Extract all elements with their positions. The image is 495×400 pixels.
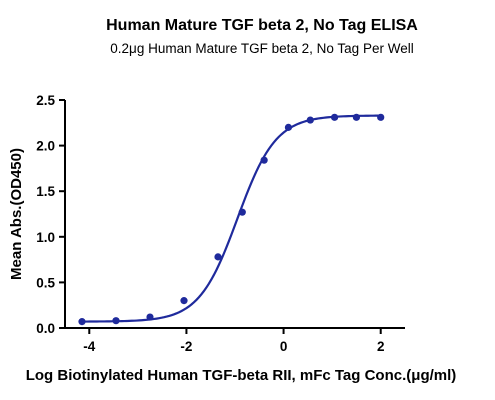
data-point xyxy=(260,156,268,164)
data-point xyxy=(146,313,154,321)
y-tick-label: 1.0 xyxy=(36,230,55,245)
data-point xyxy=(377,113,385,121)
fit-curve-group xyxy=(82,114,381,323)
x-tick-label: 0 xyxy=(280,339,288,354)
data-point xyxy=(238,208,246,216)
y-axis-label: Mean Abs.(OD450) xyxy=(8,148,25,280)
axes: 0.0 0.5 1.0 1.5 2.0 2.5 -4 -2 0 2 xyxy=(36,93,405,354)
y-tick-label: 1.5 xyxy=(36,184,55,199)
x-axis-label: Log Biotinylated Human TGF-beta RII, mFc… xyxy=(26,367,457,384)
data-point xyxy=(352,113,361,121)
chart-title: Human Mature TGF beta 2, No Tag ELISA xyxy=(106,17,418,34)
data-point xyxy=(214,253,222,261)
x-tick-label: -4 xyxy=(83,339,95,354)
data-points xyxy=(78,113,385,326)
data-point xyxy=(284,123,293,131)
x-tick-label: -2 xyxy=(180,339,192,354)
y-tick-label: 0.0 xyxy=(36,321,55,336)
data-point xyxy=(330,113,339,121)
data-point xyxy=(112,317,120,325)
y-tick-label: 2.5 xyxy=(36,93,55,108)
data-point xyxy=(78,318,86,326)
fit-curve xyxy=(82,114,381,323)
chart-subtitle: 0.2μg Human Mature TGF beta 2, No Tag Pe… xyxy=(110,41,413,56)
y-tick-label: 2.0 xyxy=(36,139,55,154)
y-tick-label: 0.5 xyxy=(36,275,55,290)
data-point xyxy=(180,297,188,305)
data-point xyxy=(306,116,314,124)
x-tick-label: 2 xyxy=(377,339,385,354)
